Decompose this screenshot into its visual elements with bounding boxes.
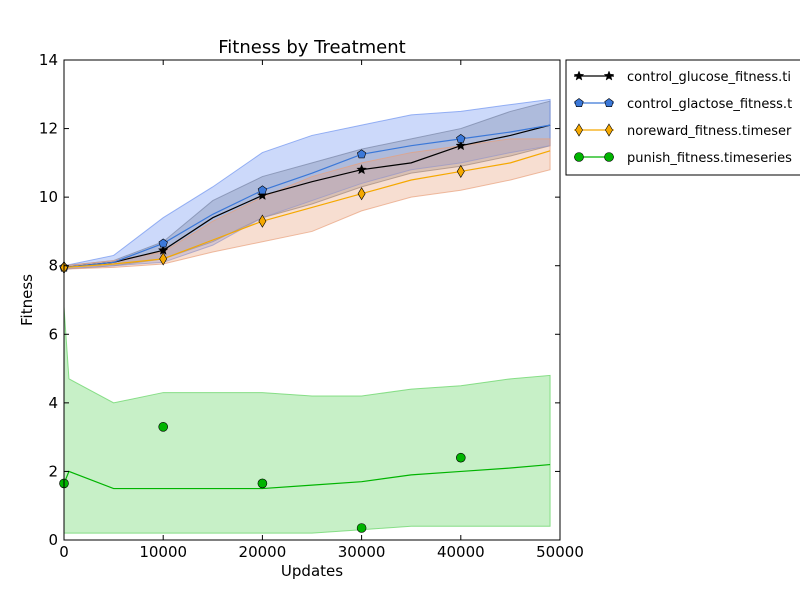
legend-marker-a-2	[575, 123, 583, 137]
legend-label-2: noreward_fitness.timeser	[627, 124, 792, 139]
legend-marker-b-3	[604, 152, 614, 162]
y-tick-label-3: 6	[48, 325, 58, 343]
legend: control_glucose_fitness.ti control_glacto…	[565, 59, 800, 176]
legend-marker-b-2	[605, 123, 613, 137]
legend-marker-a-3	[574, 152, 584, 162]
legend-label-1: control_glactose_fitness.t	[627, 97, 792, 112]
y-tick-label-1: 2	[48, 462, 58, 480]
point-3-1	[158, 422, 168, 432]
point-0-4	[455, 140, 467, 151]
x-tick-label-2: 20000	[239, 543, 287, 561]
point-0-2	[257, 189, 268, 200]
point-1-4	[456, 133, 466, 143]
series-line-0	[63, 124, 551, 269]
x-tick-label-4: 40000	[437, 543, 485, 561]
legend-marker-b-1	[604, 98, 614, 107]
y-tick-label-7: 14	[39, 51, 58, 69]
band-3	[63, 306, 551, 534]
point-2-2	[258, 214, 267, 228]
point-1-2	[257, 185, 268, 195]
series-lines	[63, 124, 551, 490]
point-1-3	[356, 149, 367, 159]
series-line-2	[63, 150, 551, 269]
point-2-3	[357, 187, 366, 201]
series-line-3	[63, 463, 551, 490]
x-tick-label-5: 50000	[536, 543, 584, 561]
point-0-3	[356, 164, 367, 175]
point-2-4	[456, 164, 465, 179]
y-tick-label-0: 0	[48, 531, 58, 549]
x-tick-label-1: 10000	[139, 543, 187, 561]
y-tick-label-5: 10	[39, 188, 58, 206]
y-axis-label: Fitness	[18, 274, 36, 326]
chart-title: Fitness by Treatment	[218, 37, 405, 58]
y-tick-label-6: 12	[39, 120, 58, 138]
axis-ticks: 0 10000 20000 30000 40000 50000 0 2 4 6 8 10 12 14	[39, 51, 584, 561]
point-3-4	[455, 452, 466, 463]
legend-marker-a-0	[573, 70, 585, 81]
y-tick-label-2: 4	[48, 394, 58, 412]
point-2-1	[159, 252, 168, 266]
y-tick-label-4: 8	[48, 257, 58, 275]
legend-marker-b-0	[603, 70, 615, 81]
band-2	[63, 138, 551, 270]
point-3-3	[356, 523, 367, 533]
point-3-2	[257, 478, 268, 489]
point-1-1	[158, 238, 168, 248]
confidence-bands	[63, 98, 551, 534]
x-axis-label: Updates	[281, 562, 343, 580]
plot-frame	[63, 59, 561, 541]
series-line-1	[63, 124, 551, 269]
legend-marker-a-1	[574, 98, 584, 107]
legend-label-3: punish_fitness.timeseries	[627, 151, 792, 166]
x-tick-label-0: 0	[59, 543, 69, 561]
legend-label-0: control_glucose_fitness.ti	[627, 70, 791, 85]
series-markers	[58, 133, 467, 533]
x-tick-label-3: 30000	[338, 543, 386, 561]
